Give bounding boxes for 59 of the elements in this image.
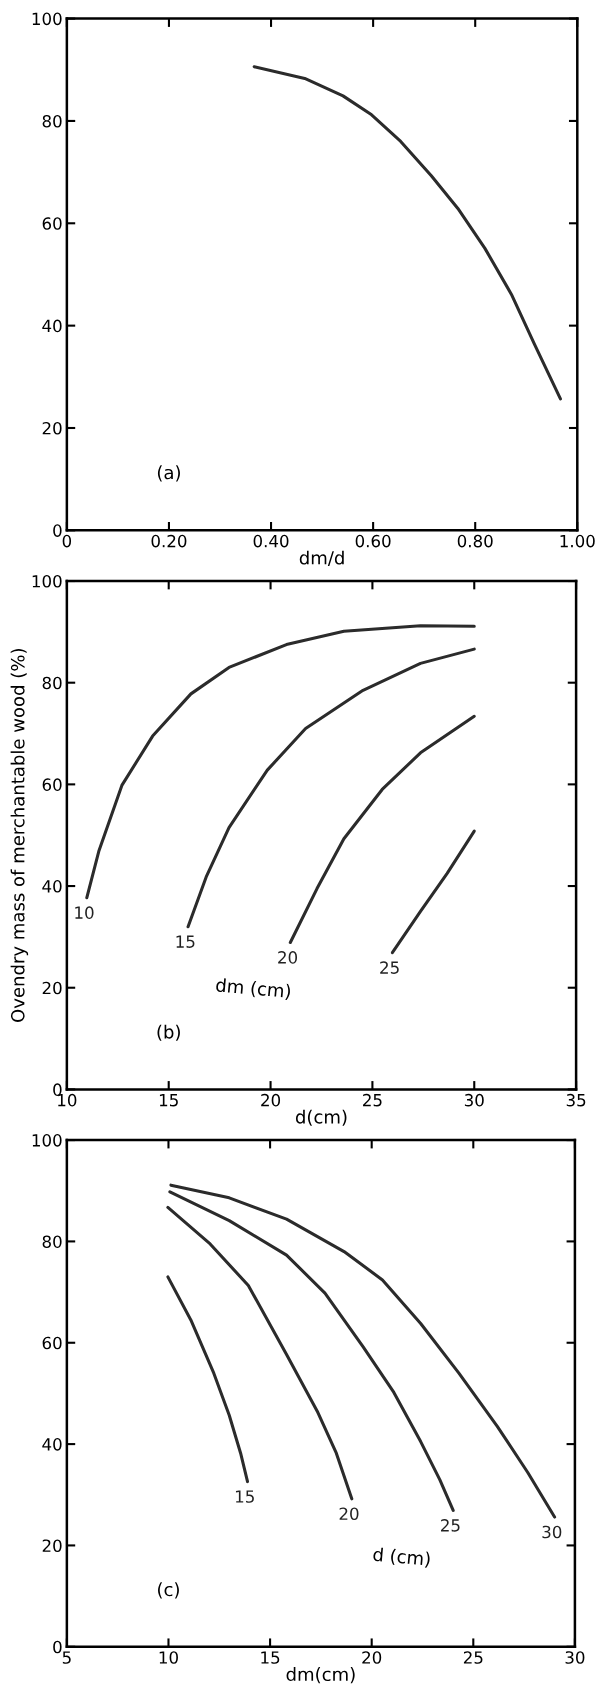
x-tick-label: 0.60 xyxy=(355,534,391,548)
y-tick-label: 40 xyxy=(42,319,62,333)
series-label: 20 xyxy=(278,951,298,964)
x-tick-label: 25 xyxy=(363,1093,382,1107)
y-tick-label: 40 xyxy=(42,880,62,893)
y-tick-label: 60 xyxy=(42,1336,62,1350)
line-series xyxy=(252,65,562,401)
series-label: 15 xyxy=(235,1490,254,1503)
x-tick-label: 20 xyxy=(261,1093,281,1107)
legend-title: d (cm) xyxy=(372,1547,431,1568)
y-tick-label: 80 xyxy=(42,1235,62,1248)
line-series xyxy=(166,1205,354,1501)
annotation: (a) xyxy=(157,465,180,482)
y-tick-label: 60 xyxy=(42,778,62,791)
y-tick-label: 0 xyxy=(53,524,62,537)
x-tick-label: 15 xyxy=(159,1094,178,1107)
line-series xyxy=(166,1275,250,1484)
series-label: 10 xyxy=(75,906,94,919)
y-tick-label: 60 xyxy=(42,217,62,230)
x-tick-label: 5 xyxy=(62,1651,71,1664)
line-series xyxy=(186,647,476,929)
series-label: 25 xyxy=(380,961,399,974)
x-tick-label: 30 xyxy=(565,1651,585,1664)
x-tick-label: 0.20 xyxy=(151,534,187,548)
x-tick-label: 15 xyxy=(261,1651,280,1664)
x-axis-title: dm/d xyxy=(299,550,344,567)
x-axis-title: d(cm) xyxy=(295,1109,347,1126)
line-series xyxy=(85,624,476,900)
y-tick-label: 100 xyxy=(32,574,62,588)
x-tick-label: 25 xyxy=(463,1651,483,1664)
y-axis-title: Ovendry mass of merchantable wood (%) xyxy=(10,649,29,1022)
line-series xyxy=(390,829,476,955)
y-tick-label: 80 xyxy=(42,676,62,690)
x-tick-label: 10 xyxy=(159,1651,178,1664)
series-label: 25 xyxy=(441,1519,460,1532)
x-tick-label: 0.40 xyxy=(253,534,289,548)
x-tick-label: 0.80 xyxy=(457,534,493,548)
y-tick-label: 0 xyxy=(53,1640,62,1654)
y-tick-label: 100 xyxy=(32,1134,62,1147)
series-label: 15 xyxy=(176,935,195,948)
series-label: 20 xyxy=(339,1507,359,1521)
y-tick-label: 20 xyxy=(42,421,62,435)
x-tick-label: 30 xyxy=(464,1093,484,1107)
y-tick-label: 20 xyxy=(42,1539,62,1552)
annotation: (b) xyxy=(157,1024,180,1041)
x-tick-label: 20 xyxy=(362,1651,382,1664)
y-tick-label: 40 xyxy=(42,1438,62,1451)
y-tick-label: 80 xyxy=(42,114,62,128)
legend-title: dm (cm) xyxy=(215,977,291,1001)
y-tick-label: 20 xyxy=(42,981,62,995)
y-tick-label: 100 xyxy=(32,12,62,26)
series-label: 30 xyxy=(542,1525,562,1539)
line-series xyxy=(288,714,476,945)
x-tick-label: 1.00 xyxy=(560,534,595,548)
x-tick-label: 35 xyxy=(566,1093,586,1107)
line-series xyxy=(169,1183,557,1519)
x-axis-title: dm(cm) xyxy=(286,1667,355,1684)
x-tick-label: 0 xyxy=(62,534,72,548)
annotation: (c) xyxy=(158,1582,179,1599)
